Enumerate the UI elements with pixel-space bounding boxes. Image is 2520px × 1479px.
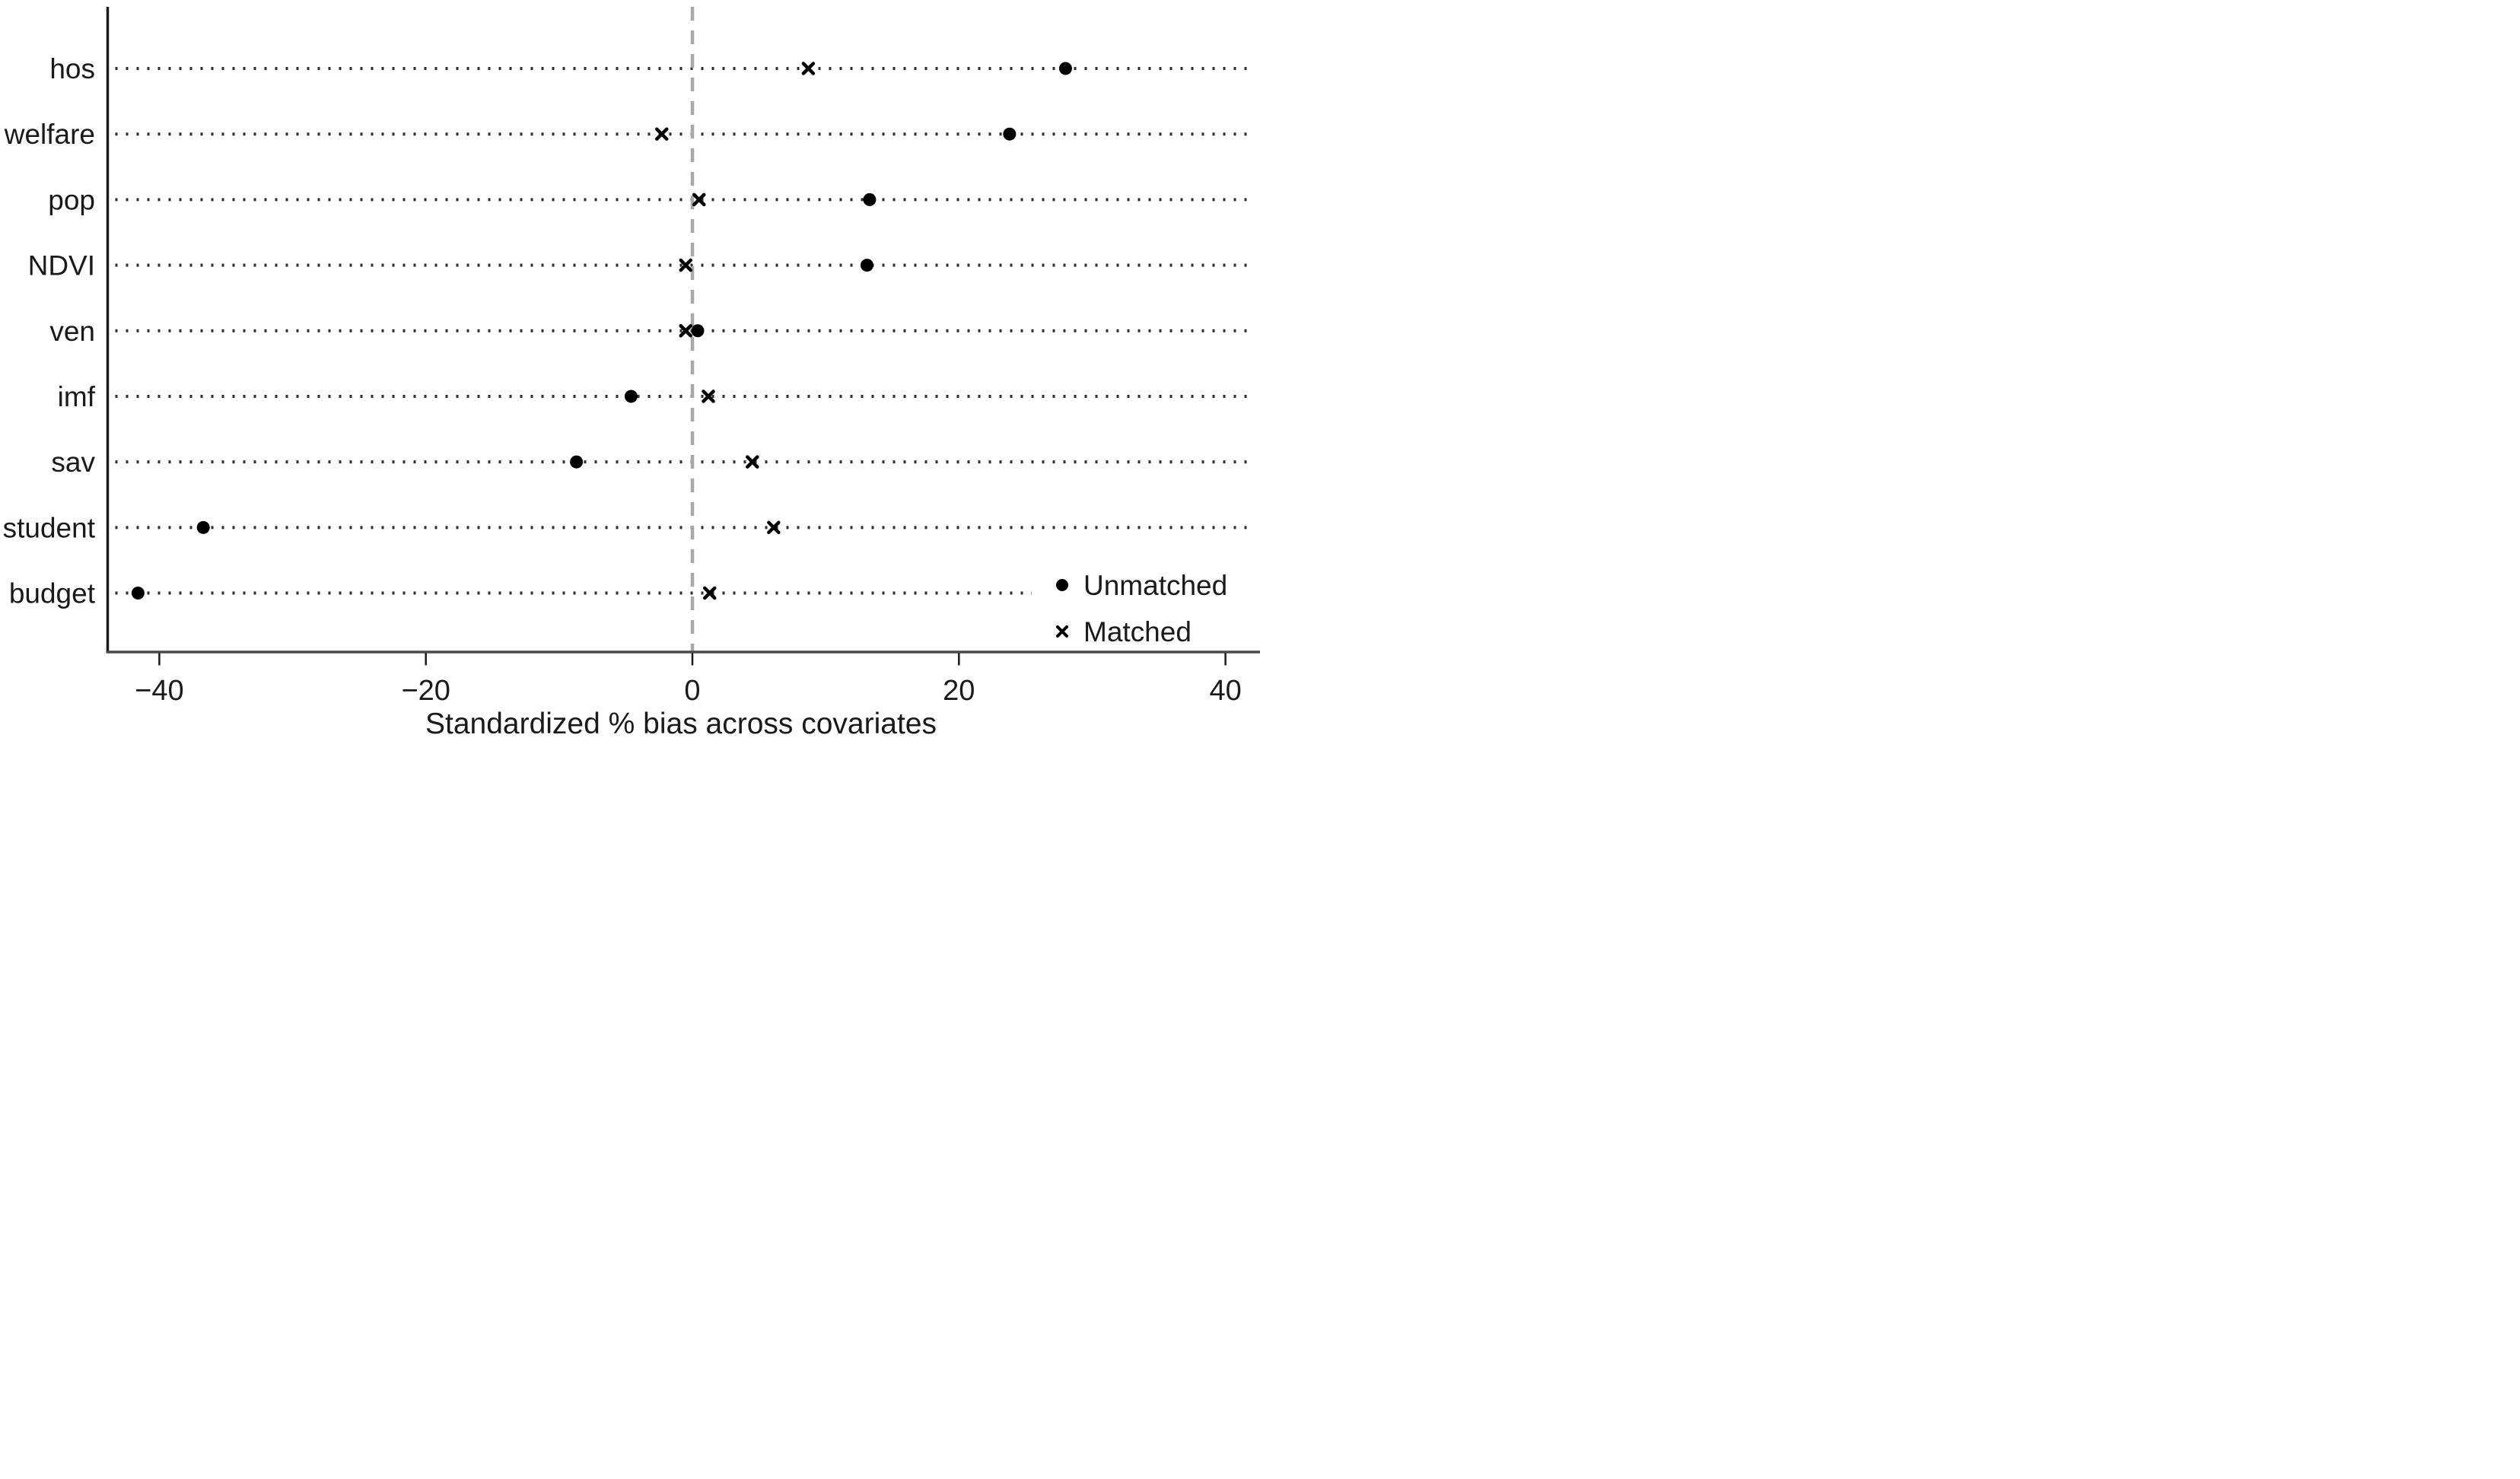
y-axis-label-imf: imf — [58, 381, 96, 412]
y-labels-layer: hos welfare pop NDVI ven imf sav student budget — [3, 53, 96, 609]
matched-marker-sav — [746, 455, 759, 469]
balance-plot: −40 −20 0 20 40 hos welfare pop NDVI ven imf sav st… — [3, 7, 1260, 740]
legend-matched-label: Matched — [1083, 616, 1192, 647]
legend-unmatched-label: Unmatched — [1083, 570, 1227, 601]
unmatched-marker-budget — [131, 587, 145, 600]
y-axis-label-hos: hos — [49, 53, 95, 84]
unmatched-marker-pop — [863, 192, 877, 206]
unmatched-marker-imf — [624, 390, 638, 403]
unmatched-marker-welfare — [1003, 127, 1017, 141]
legend-matched-icon — [1056, 625, 1068, 638]
x-tick-label-0: 0 — [684, 675, 700, 707]
y-axis-label-student: student — [3, 512, 96, 543]
unmatched-marker-student — [196, 520, 210, 534]
x-tick-label--20: −20 — [401, 675, 450, 707]
balance-plot-figure: −40 −20 0 20 40 hos welfare pop NDVI ven imf sav st… — [0, 0, 1260, 740]
matched-marker-imf — [702, 390, 715, 403]
y-axis-label-welfare: welfare — [4, 119, 95, 150]
x-ticks-layer: −40 −20 0 20 40 — [135, 653, 1242, 707]
unmatched-marker-NDVI — [860, 259, 873, 272]
y-axis-label-NDVI: NDVI — [28, 250, 95, 281]
matched-marker-ven — [679, 324, 692, 338]
legend-unmatched-icon — [1056, 579, 1068, 591]
y-axis-label-pop: pop — [48, 184, 95, 215]
x-tick-label--40: −40 — [135, 675, 183, 707]
x-tick-label-40: 40 — [1209, 675, 1241, 707]
x-tick-label-20: 20 — [943, 675, 975, 707]
y-axis-label-ven: ven — [49, 316, 95, 347]
matched-marker-budget — [703, 586, 717, 600]
y-axis-label-budget: budget — [9, 578, 96, 609]
markers-layer — [131, 62, 1072, 600]
unmatched-marker-sav — [570, 455, 584, 469]
legend: Unmatched Matched — [1056, 570, 1227, 647]
x-axis-title: Standardized % bias across covariates — [425, 708, 937, 740]
matched-marker-student — [767, 520, 781, 535]
unmatched-marker-hos — [1058, 62, 1072, 75]
matched-marker-welfare — [654, 127, 669, 141]
matched-marker-NDVI — [679, 258, 692, 272]
unmatched-marker-ven — [691, 324, 705, 338]
y-axis-label-sav: sav — [51, 447, 95, 478]
matched-marker-pop — [692, 192, 706, 207]
matched-marker-hos — [801, 62, 816, 75]
legend-background — [1032, 554, 1252, 650]
